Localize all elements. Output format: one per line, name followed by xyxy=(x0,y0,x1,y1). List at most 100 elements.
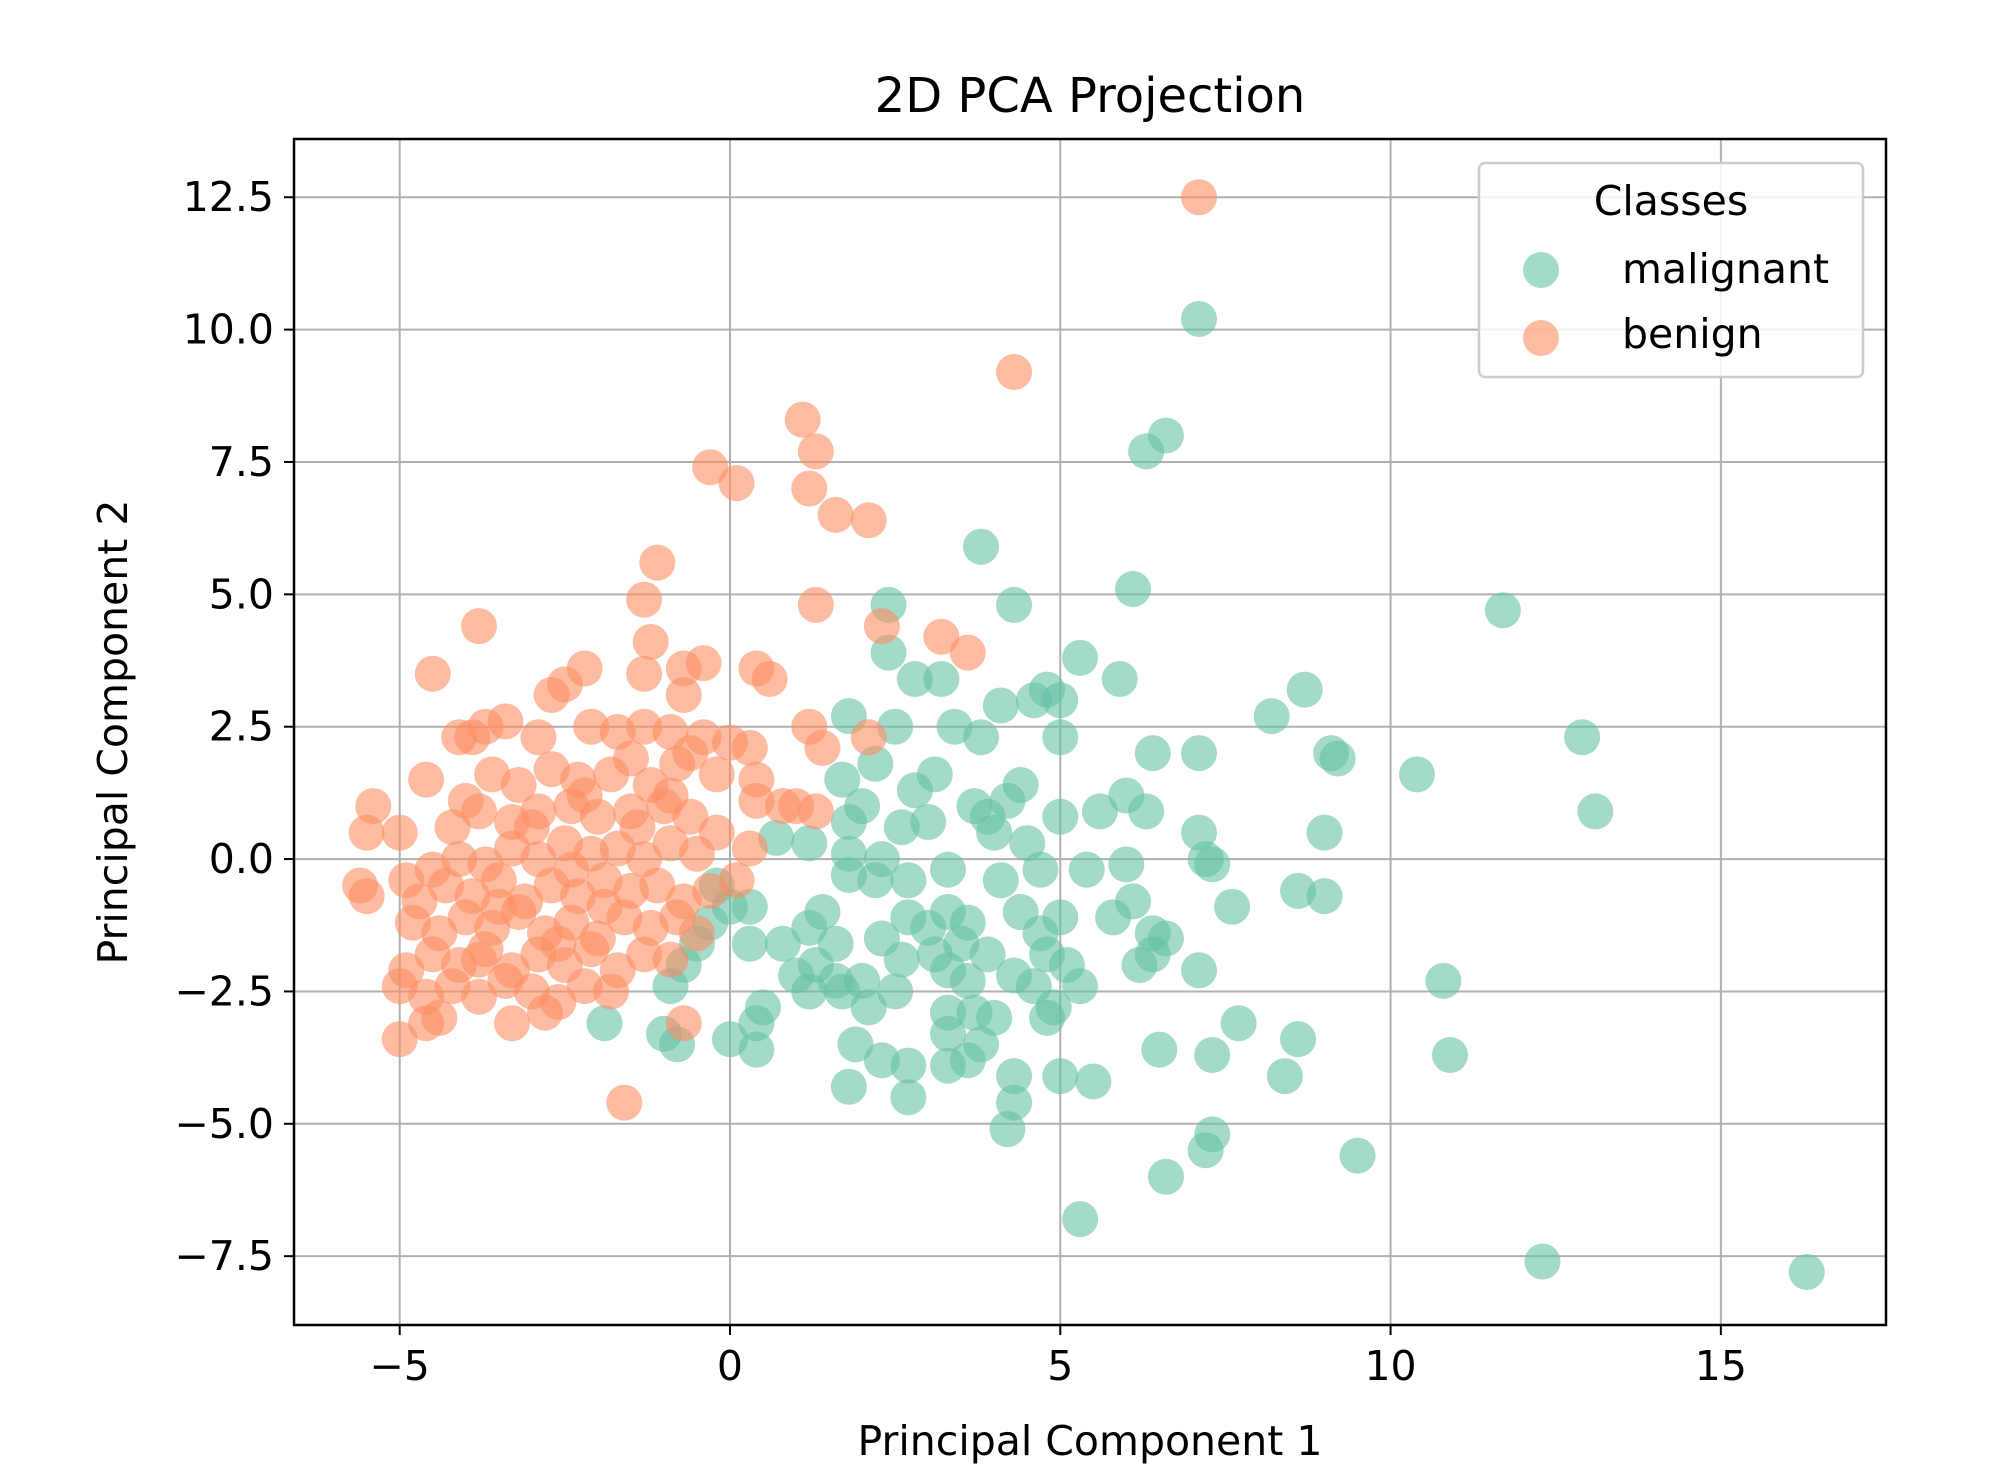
malignant-point xyxy=(1081,793,1118,830)
malignant-point xyxy=(830,1068,867,1105)
malignant-point xyxy=(1253,698,1290,735)
benign-point xyxy=(414,655,451,692)
malignant-point xyxy=(1022,851,1059,888)
plot-frame xyxy=(292,137,1888,1327)
malignant-point xyxy=(949,1042,986,1079)
benign-point xyxy=(480,888,517,925)
y-tick-label: −5.0 xyxy=(174,1100,274,1148)
benign-point xyxy=(381,1021,418,1058)
malignant-point xyxy=(923,661,960,698)
malignant-point xyxy=(1220,1005,1257,1042)
benign-point xyxy=(348,878,385,915)
malignant-point xyxy=(791,825,828,862)
benign-point xyxy=(678,835,715,872)
malignant-point xyxy=(1398,756,1435,793)
legend-title: Classes xyxy=(1594,177,1748,225)
benign-point xyxy=(923,618,960,655)
y-tick-label: 10.0 xyxy=(183,306,274,354)
malignant-point xyxy=(1042,798,1079,835)
benign-point xyxy=(784,401,821,438)
legend-label-benign: benign xyxy=(1622,310,1763,358)
malignant-point xyxy=(1128,433,1165,470)
benign-point xyxy=(804,729,841,766)
malignant-point xyxy=(1484,592,1521,629)
malignant-point xyxy=(982,687,1019,724)
x-tick-label: 0 xyxy=(717,1342,743,1390)
malignant-point xyxy=(1194,1036,1231,1073)
benign-point xyxy=(460,941,497,978)
y-tick-label: 2.5 xyxy=(209,703,274,751)
chart-title: 2D PCA Projection xyxy=(875,68,1306,124)
benign-point xyxy=(460,793,497,830)
benign-point xyxy=(672,735,709,772)
malignant-point xyxy=(731,925,768,962)
malignant-point xyxy=(837,1026,874,1063)
malignant-point xyxy=(963,528,1000,565)
benign-point xyxy=(573,931,610,968)
benign-point xyxy=(639,544,676,581)
benign-point xyxy=(665,1005,702,1042)
malignant-point xyxy=(890,1047,927,1084)
malignant-point xyxy=(896,661,933,698)
benign-point xyxy=(493,1005,530,1042)
axis-ticks: −5 0 5 10 15 −7.5 −5.0 −2.5 0.0 2.5 5.0 7.5 10.0 12.5 xyxy=(174,173,1747,1390)
benign-point xyxy=(533,676,570,713)
malignant-point xyxy=(1147,1158,1184,1195)
malignant-point xyxy=(824,973,861,1010)
benign-point xyxy=(408,761,445,798)
benign-point xyxy=(678,915,715,952)
malignant-point xyxy=(1101,661,1138,698)
benign-point xyxy=(711,724,748,761)
benign-point xyxy=(949,634,986,671)
benign-point xyxy=(632,623,669,660)
malignant-point xyxy=(982,862,1019,899)
benign-point xyxy=(566,777,603,814)
malignant-point xyxy=(1425,962,1462,999)
malignant-point xyxy=(1524,1243,1561,1280)
malignant-point xyxy=(830,804,867,841)
benign-point xyxy=(593,973,630,1010)
y-axis-label: Principal Component 2 xyxy=(89,500,137,965)
malignant-point xyxy=(1114,571,1151,608)
benign-point xyxy=(652,777,689,814)
benign-point xyxy=(692,872,729,909)
y-tick-label: 5.0 xyxy=(209,570,274,618)
benign-point xyxy=(850,719,887,756)
benign-point xyxy=(434,809,471,846)
benign-point xyxy=(626,581,663,618)
malignant-point xyxy=(1141,1031,1178,1068)
benign-point xyxy=(460,608,497,645)
malignant-point xyxy=(996,586,1033,623)
legend-marker-malignant xyxy=(1523,252,1559,288)
malignant-point xyxy=(857,862,894,899)
y-tick-label: −2.5 xyxy=(174,967,274,1015)
benign-point xyxy=(408,1005,445,1042)
benign-point xyxy=(863,608,900,645)
benign-point xyxy=(652,941,689,978)
x-axis-label: Principal Component 1 xyxy=(858,1417,1323,1465)
malignant-point xyxy=(1286,671,1323,708)
benign-point xyxy=(586,888,623,925)
legend-label-malignant: malignant xyxy=(1622,245,1829,293)
malignant-point xyxy=(1432,1036,1469,1073)
legend-box xyxy=(1477,161,1865,379)
benign-point xyxy=(513,809,550,846)
legend: Classes malignant benign xyxy=(1477,161,1865,379)
malignant-point xyxy=(1564,719,1601,756)
benign-point xyxy=(480,862,517,899)
benign-point xyxy=(797,793,834,830)
legend-marker-benign xyxy=(1523,320,1559,356)
malignant-point xyxy=(1042,719,1079,756)
malignant-point xyxy=(883,941,920,978)
malignant-point xyxy=(1280,1021,1317,1058)
benign-point xyxy=(639,867,676,904)
malignant-point xyxy=(949,962,986,999)
benign-point xyxy=(1180,179,1217,216)
malignant-point xyxy=(1134,936,1171,973)
malignant-point xyxy=(1339,1137,1376,1174)
benign-point xyxy=(612,740,649,777)
malignant-point xyxy=(791,973,828,1010)
malignant-point xyxy=(1180,301,1217,338)
benign-point xyxy=(797,433,834,470)
